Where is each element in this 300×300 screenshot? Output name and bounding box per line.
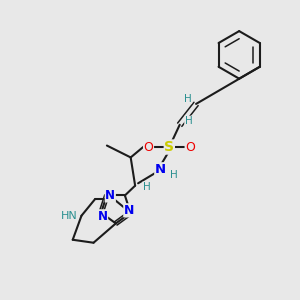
Text: H: H	[184, 94, 192, 103]
Text: H: H	[170, 170, 178, 180]
Text: O: O	[185, 140, 195, 154]
Text: H: H	[142, 182, 150, 192]
Text: H: H	[185, 116, 193, 126]
Text: N: N	[124, 204, 134, 217]
Text: N: N	[155, 163, 166, 176]
Text: N: N	[105, 189, 115, 202]
Text: HN: HN	[61, 211, 77, 221]
Text: O: O	[144, 140, 154, 154]
Text: N: N	[98, 210, 108, 223]
Text: S: S	[164, 140, 174, 154]
